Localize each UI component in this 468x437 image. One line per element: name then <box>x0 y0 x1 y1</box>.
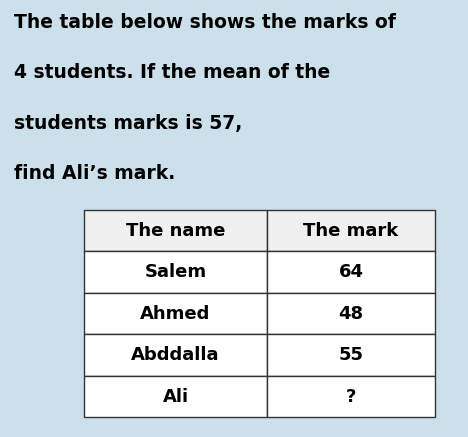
Bar <box>84 293 267 334</box>
Text: 4 students. If the mean of the: 4 students. If the mean of the <box>14 63 330 82</box>
Bar <box>84 334 267 376</box>
Bar <box>84 251 267 293</box>
Text: The table below shows the marks of: The table below shows the marks of <box>14 13 396 32</box>
Bar <box>267 293 435 334</box>
Text: 64: 64 <box>338 263 364 281</box>
Text: find Ali’s mark.: find Ali’s mark. <box>14 164 175 183</box>
Bar <box>267 251 435 293</box>
Text: 55: 55 <box>338 346 364 364</box>
Bar <box>84 210 267 251</box>
Bar <box>267 376 435 417</box>
Bar <box>267 334 435 376</box>
Text: Ali: Ali <box>162 388 189 406</box>
Text: The mark: The mark <box>303 222 399 239</box>
Text: 48: 48 <box>338 305 364 323</box>
Text: Salem: Salem <box>145 263 206 281</box>
Bar <box>267 210 435 251</box>
Text: Abddalla: Abddalla <box>131 346 220 364</box>
Text: students marks is 57,: students marks is 57, <box>14 114 242 132</box>
Text: Ahmed: Ahmed <box>140 305 211 323</box>
Bar <box>84 376 267 417</box>
Text: The name: The name <box>126 222 225 239</box>
Text: ?: ? <box>346 388 356 406</box>
